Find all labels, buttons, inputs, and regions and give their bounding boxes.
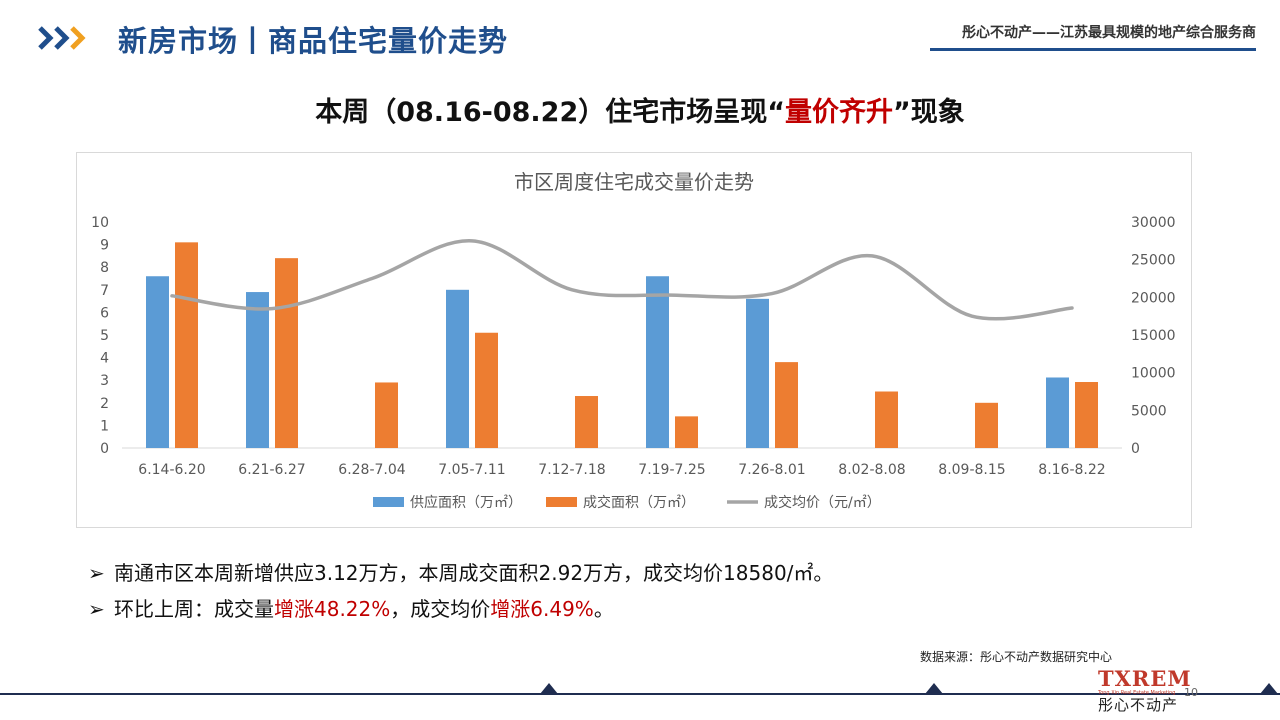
legend-label: 成交均价（元/㎡）: [764, 494, 881, 511]
y-right-tick-label: 25000: [1131, 253, 1176, 269]
avg-price-line: [170, 239, 1074, 321]
y-left-tick-label: 3: [100, 373, 109, 389]
transaction-bar: [175, 242, 198, 448]
x-tick-label: 8.09-8.15: [938, 462, 1005, 478]
transaction-bar: [875, 391, 898, 448]
footer-triangle-icon: [1260, 683, 1278, 694]
chevron-arrows-icon: [38, 26, 86, 50]
chart-title: 市区周度住宅成交量价走势: [514, 170, 754, 194]
y-left-tick-label: 6: [100, 305, 109, 321]
y-left-tick-label: 5: [100, 328, 109, 344]
bullet-highlight: 增涨48.22%: [274, 597, 391, 621]
legend-swatch: [546, 497, 577, 507]
company-logo: TXREM Tong Xin Real Estate Marketing 彤心不…: [1098, 666, 1192, 715]
bullet-text: 环比上周：成交量: [114, 597, 274, 621]
x-tick-label: 8.02-8.08: [838, 462, 905, 478]
logo-chinese-name: 彤心不动产: [1098, 696, 1179, 714]
y-left-tick-label: 1: [100, 418, 109, 434]
headline-highlight: 量价齐升: [785, 97, 893, 128]
supply-bar: [1046, 377, 1069, 448]
y-left-tick-label: 10: [91, 215, 109, 231]
transaction-bar: [375, 382, 398, 448]
price-volume-chart: 市区周度住宅成交量价走势 0 1 2 3 4 5 6 7 8 9 10 0 5000 10000 15000 2…: [91, 170, 1176, 511]
bullet-arrow-icon: ➢: [88, 561, 105, 585]
y-right-tick-label: 10000: [1131, 366, 1176, 382]
bullet-highlight: 增涨6.49%: [490, 597, 594, 621]
bullet-text: ，成交均价: [390, 597, 491, 621]
headline: 本周（08.16-08.22）住宅市场呈现“量价齐升”现象: [0, 90, 1280, 129]
header: 新房市场丨商品住宅量价走势 彤心不动产——江苏最具规模的地产综合服务商: [0, 0, 1280, 80]
transaction-bar: [575, 396, 598, 448]
logo-tagline: Tong Xin Real Estate Marketing: [1098, 690, 1176, 696]
legend-label: 供应面积（万㎡）: [410, 494, 522, 511]
supply-bar: [246, 292, 269, 448]
transaction-bar: [1075, 382, 1098, 448]
x-tick-label: 8.16-8.22: [1038, 462, 1105, 478]
y-right-tick-label: 5000: [1131, 403, 1167, 419]
y-left-tick-label: 9: [100, 238, 109, 254]
transaction-bar: [475, 332, 498, 448]
company-slogan: 彤心不动产——江苏最具规模的地产综合服务商: [962, 25, 1256, 41]
y-right-tick-label: 15000: [1131, 328, 1176, 344]
footer-divider: [0, 693, 1280, 695]
footer-triangle-icon: [540, 683, 558, 694]
x-tick-label: 6.14-6.20: [138, 462, 205, 478]
y-right-tick-label: 0: [1131, 441, 1140, 457]
chart-container: 市区周度住宅成交量价走势 0 1 2 3 4 5 6 7 8 9 10 0 5000 10000 15000 2…: [76, 152, 1192, 528]
y-left-tick-label: 7: [100, 283, 109, 299]
x-tick-label: 7.26-8.01: [738, 462, 805, 478]
x-tick-label: 7.05-7.11: [438, 462, 505, 478]
bullet-text: 。: [593, 597, 614, 621]
y-left-tick-label: 0: [100, 441, 109, 457]
bullet-list: ➢ 南通市区本周新增供应3.12万方，本周成交面积2.92万方，成交均价18580…: [88, 555, 833, 627]
supply-bar: [646, 276, 669, 448]
transaction-bar: [975, 402, 998, 448]
bullet-item-comparison: ➢ 环比上周：成交量增涨48.22%，成交均价增涨6.49%。: [88, 591, 833, 627]
y-left-tick-label: 8: [100, 260, 109, 276]
y-right-tick-label: 30000: [1131, 215, 1176, 231]
y-left-tick-label: 2: [100, 396, 109, 412]
y-right-tick-label: 20000: [1131, 290, 1176, 306]
x-tick-label: 6.21-6.27: [238, 462, 305, 478]
bullet-text: 南通市区本周新增供应3.12万方，本周成交面积2.92万方，成交均价18580/…: [114, 561, 834, 585]
transaction-bar: [275, 258, 298, 448]
legend-label: 成交面积（万㎡）: [583, 494, 695, 511]
supply-bar: [746, 298, 769, 448]
transaction-bar: [675, 416, 698, 448]
logo-wordmark: TXREM: [1098, 666, 1192, 691]
x-tick-label: 6.28-7.04: [338, 462, 405, 478]
legend-swatch: [373, 497, 404, 507]
supply-bar: [446, 289, 469, 448]
headline-prefix: 本周（08.16-08.22）住宅市场呈现“: [315, 97, 785, 128]
page-number: 10: [1184, 686, 1198, 699]
footer-triangle-icon: [925, 683, 943, 694]
bullet-item-summary: ➢ 南通市区本周新增供应3.12万方，本周成交面积2.92万方，成交均价18580…: [88, 555, 833, 591]
bullet-arrow-icon: ➢: [88, 597, 105, 621]
x-tick-label: 7.12-7.18: [538, 462, 605, 478]
y-left-tick-label: 4: [100, 351, 109, 367]
supply-bar: [146, 276, 169, 448]
transaction-bar: [775, 362, 798, 448]
page-title: 新房市场丨商品住宅量价走势: [118, 24, 509, 58]
headline-suffix: ”现象: [893, 97, 965, 128]
x-tick-label: 7.19-7.25: [638, 462, 705, 478]
data-source-note: 数据来源：彤心不动产数据研究中心: [920, 650, 1113, 664]
header-divider: [930, 48, 1256, 51]
